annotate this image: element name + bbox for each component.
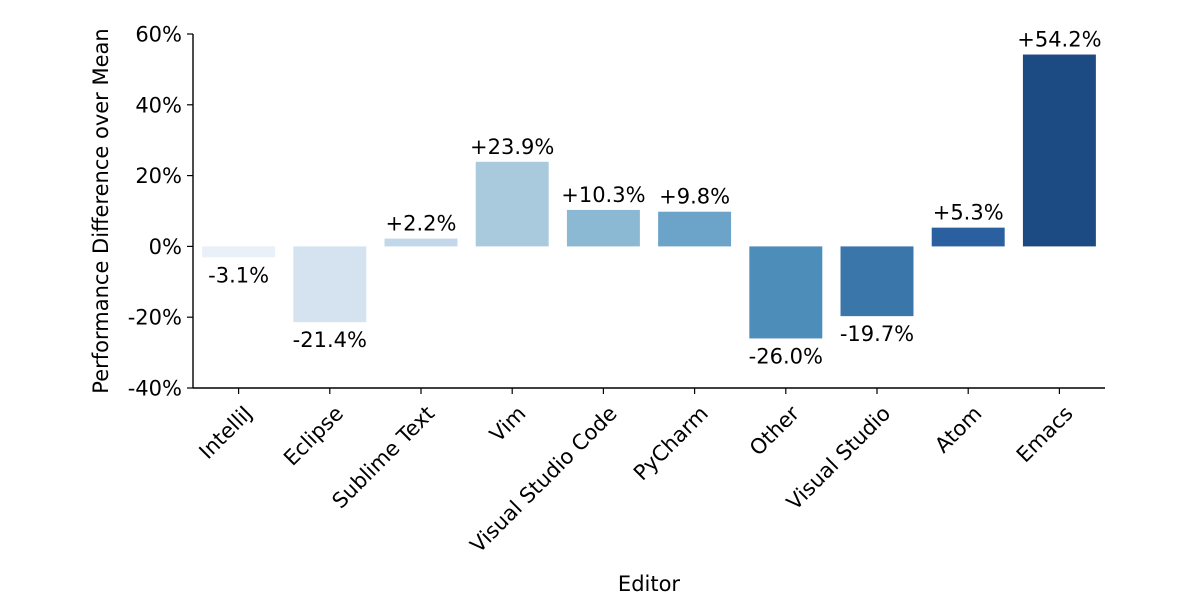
x-tick-label: Vim bbox=[485, 401, 530, 446]
bar-value-label: +9.8% bbox=[659, 185, 730, 209]
bar-value-label: +2.2% bbox=[386, 212, 457, 236]
x-tick-label: Eclipse bbox=[279, 401, 348, 470]
y-axis: -40% -20% 0% 20% 40% 60% bbox=[128, 23, 194, 401]
bar-value-label: -19.7% bbox=[840, 322, 914, 346]
y-axis-title: Performance Difference over Mean bbox=[89, 28, 113, 393]
y-tick-label: -20% bbox=[128, 306, 182, 330]
bar-labels: -3.1% -21.4% +2.2% +23.9% +10.3% +9.8% -26.0%-… bbox=[208, 28, 1101, 369]
bar-value-label: +23.9% bbox=[470, 135, 554, 159]
bar-emacs bbox=[1022, 54, 1096, 247]
x-tick-label: PyCharm bbox=[629, 401, 713, 485]
bar-value-label: +10.3% bbox=[561, 183, 645, 207]
bar-visual-studio bbox=[840, 246, 914, 317]
bar-value-label: +5.3% bbox=[933, 201, 1004, 225]
x-tick-label: IntelliJ bbox=[194, 401, 256, 463]
y-tick-label: 20% bbox=[135, 164, 182, 188]
bar-atom bbox=[931, 227, 1005, 247]
bar-value-label: -21.4% bbox=[293, 328, 367, 352]
y-tick-label: 0% bbox=[149, 235, 182, 259]
bar-value-label: +54.2% bbox=[1017, 28, 1101, 52]
bar-pycharm bbox=[658, 211, 732, 247]
bar-eclipse bbox=[293, 246, 367, 323]
y-tick-label: 60% bbox=[135, 23, 182, 47]
bar-value-label: -3.1% bbox=[208, 263, 269, 287]
bar-intellij bbox=[202, 246, 276, 258]
bars bbox=[202, 54, 1096, 339]
y-tick-label: -40% bbox=[128, 377, 182, 401]
y-tick-label: 40% bbox=[135, 93, 182, 117]
bar-value-label: -26.0% bbox=[749, 344, 823, 368]
bar-vim bbox=[475, 161, 549, 247]
bar-other bbox=[749, 246, 823, 339]
x-tick-label: Other bbox=[745, 401, 804, 460]
bar-sublime-text bbox=[384, 238, 458, 247]
x-tick-label: Emacs bbox=[1012, 401, 1078, 467]
bar-visual-studio-code bbox=[566, 209, 640, 247]
x-axis-title: Editor bbox=[618, 572, 681, 596]
x-tick-label: Atom bbox=[930, 401, 986, 457]
